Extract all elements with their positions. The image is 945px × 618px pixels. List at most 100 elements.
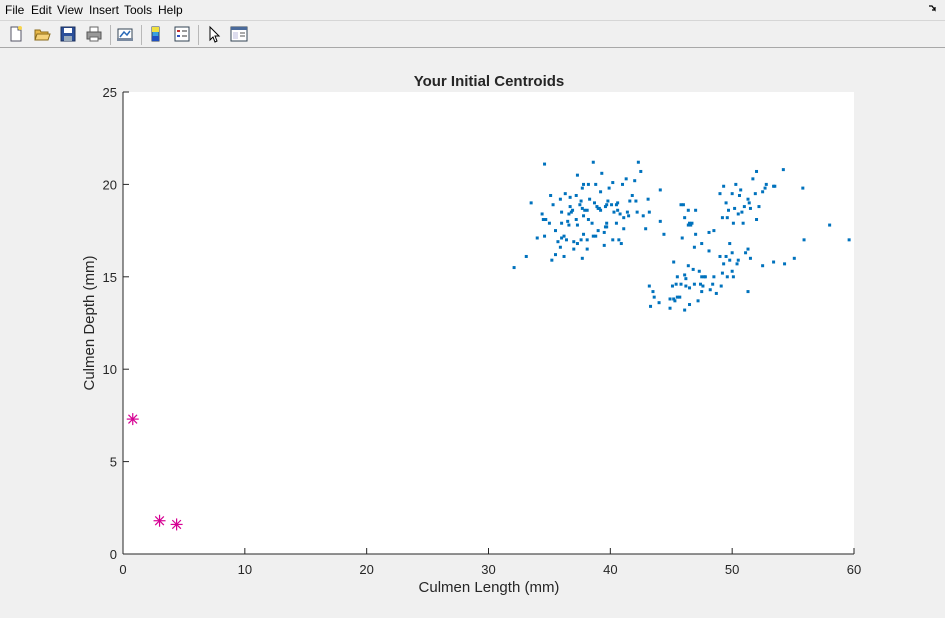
data-point <box>761 190 765 194</box>
new-figure-icon[interactable] <box>7 25 25 43</box>
data-point <box>742 205 746 209</box>
data-point <box>727 208 731 212</box>
link-plot-icon[interactable] <box>116 25 134 43</box>
data-point <box>599 208 603 212</box>
data-point <box>707 230 711 234</box>
data-point <box>611 181 615 185</box>
y-tick-label: 15 <box>103 270 117 285</box>
data-point <box>562 254 566 258</box>
data-point <box>672 297 676 301</box>
data-point <box>737 193 741 197</box>
data-point <box>700 275 704 279</box>
data-point <box>722 262 726 266</box>
data-point <box>560 210 564 214</box>
data-point <box>616 208 620 212</box>
dock-arrow-icon[interactable] <box>928 4 937 14</box>
data-point <box>630 193 634 197</box>
data-point <box>694 208 698 212</box>
menu-insert[interactable]: Insert <box>89 3 120 17</box>
data-point <box>736 212 740 216</box>
data-point <box>707 249 711 253</box>
data-point <box>549 193 553 197</box>
data-point <box>688 221 692 225</box>
menu-view[interactable]: View <box>57 3 83 17</box>
menu-edit[interactable]: Edit <box>31 3 52 17</box>
pointer-icon[interactable] <box>205 25 223 43</box>
menu-file[interactable]: File <box>5 3 25 17</box>
data-point <box>592 201 596 205</box>
data-point <box>614 203 618 207</box>
data-point <box>730 269 734 273</box>
data-point <box>603 205 607 209</box>
data-point <box>606 199 610 203</box>
data-point <box>733 206 737 210</box>
y-tick-label: 5 <box>110 455 117 470</box>
data-point <box>607 186 611 190</box>
data-point <box>675 275 679 279</box>
data-point <box>714 291 718 295</box>
toolbar-separator <box>198 25 199 45</box>
legend-icon[interactable] <box>173 25 191 43</box>
property-editor-icon[interactable] <box>230 25 248 43</box>
y-tick-label: 20 <box>103 177 117 192</box>
data-point <box>578 203 582 207</box>
x-tick-label: 10 <box>238 562 252 577</box>
data-point <box>720 271 724 275</box>
data-point <box>574 218 578 222</box>
data-point <box>658 219 662 223</box>
data-point <box>572 240 576 244</box>
data-point <box>575 223 579 227</box>
data-point <box>641 214 645 218</box>
data-point <box>755 169 759 173</box>
data-point <box>582 182 586 186</box>
data-point <box>622 227 626 231</box>
data-point <box>602 243 606 247</box>
data-point <box>658 188 662 192</box>
print-icon[interactable] <box>85 25 103 43</box>
data-point <box>761 264 765 268</box>
data-point <box>595 205 599 209</box>
data-point <box>751 177 755 181</box>
data-point <box>725 275 729 279</box>
data-point <box>628 199 632 203</box>
colorbar-icon[interactable] <box>147 25 165 43</box>
data-point <box>698 282 702 286</box>
data-point <box>594 182 598 186</box>
data-point <box>740 210 744 214</box>
y-tick-label: 10 <box>103 362 117 377</box>
data-point <box>684 277 688 281</box>
open-file-icon[interactable] <box>33 25 51 43</box>
data-point <box>582 214 586 218</box>
save-icon[interactable] <box>59 25 77 43</box>
chart-title: Your Initial Centroids <box>414 73 565 90</box>
data-point <box>569 210 573 214</box>
data-point <box>605 225 609 229</box>
data-point <box>610 203 614 207</box>
data-point <box>683 308 687 312</box>
data-point <box>612 210 616 214</box>
data-point <box>689 223 693 227</box>
data-point <box>686 264 690 268</box>
data-point <box>681 203 685 207</box>
data-point <box>512 266 516 270</box>
data-point <box>649 304 653 308</box>
x-axis-label: Culmen Length (mm) <box>419 579 560 596</box>
menu-help[interactable]: Help <box>158 3 183 17</box>
data-point <box>748 206 752 210</box>
data-point <box>529 201 533 205</box>
centroid-marker <box>126 413 139 426</box>
data-point <box>586 182 590 186</box>
x-tick-label: 30 <box>481 562 495 577</box>
y-tick-label: 25 <box>103 85 117 100</box>
data-point <box>708 288 712 292</box>
data-point <box>594 234 598 238</box>
data-point <box>736 258 740 262</box>
data-point <box>680 236 684 240</box>
data-point <box>540 212 544 216</box>
data-point <box>712 229 716 233</box>
menu-tools[interactable]: Tools <box>124 3 153 17</box>
data-point <box>600 171 604 175</box>
plot-area <box>123 92 854 554</box>
data-point <box>694 232 698 236</box>
data-point <box>562 234 566 238</box>
